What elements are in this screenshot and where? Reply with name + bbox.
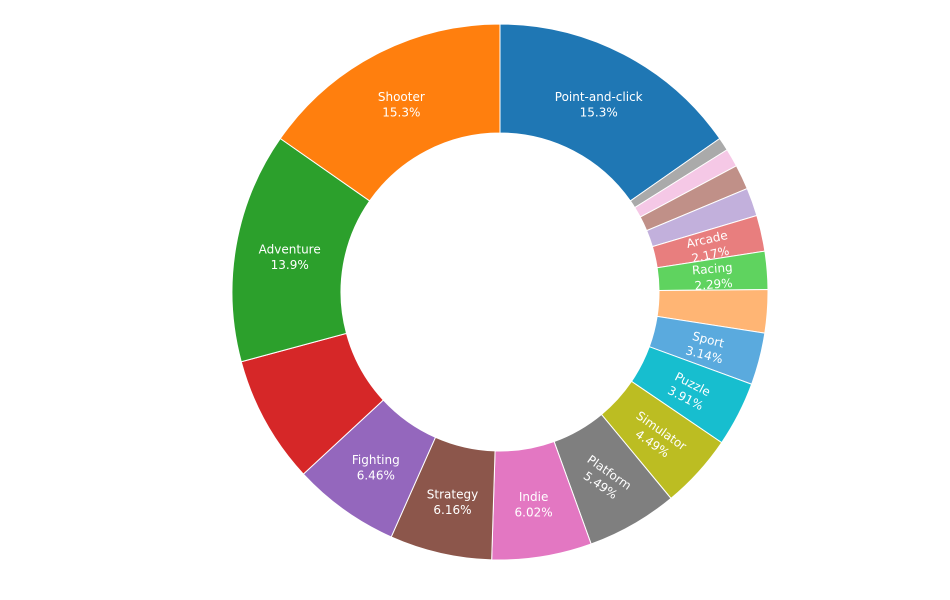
slice-label-racing: Racing2.29% (692, 260, 735, 293)
slice-label-fighting: Fighting 6.46% (352, 453, 400, 483)
slice-name-indie: Indie (519, 490, 548, 504)
slice-percent-adventure: 13.9% (271, 258, 309, 272)
slice-shooter (279, 23, 501, 202)
slice-name-fighting: Fighting (352, 453, 400, 467)
slice-label-indie: Indie 6.02% (515, 490, 553, 520)
slice-name-shooter: Shooter (378, 90, 425, 104)
slice-percent-fighting: 6.46% (357, 468, 395, 482)
slice-label-shooter: Shooter 15.3% (378, 90, 425, 120)
slice-label-adventure: Adventure 13.9% (259, 242, 321, 272)
slice-name-adventure: Adventure (259, 242, 321, 256)
slice-label-point-and-click: Point-and-click 15.3% (555, 90, 643, 120)
slice-name-point-and-click: Point-and-click (555, 90, 643, 104)
slice-percent-point-and-click: 15.3% (580, 105, 618, 119)
slice-name-racing: Racing (692, 260, 734, 277)
slices-group (231, 23, 769, 561)
slice-percent-shooter: 15.3% (382, 105, 420, 119)
slice-percent-racing: 2.29% (694, 276, 733, 293)
slice-percent-strategy: 6.16% (433, 503, 471, 517)
slice-label-strategy: Strategy 6.16% (427, 487, 478, 517)
slice-name-strategy: Strategy (427, 487, 478, 501)
slice-percent-indie: 6.02% (515, 506, 553, 520)
